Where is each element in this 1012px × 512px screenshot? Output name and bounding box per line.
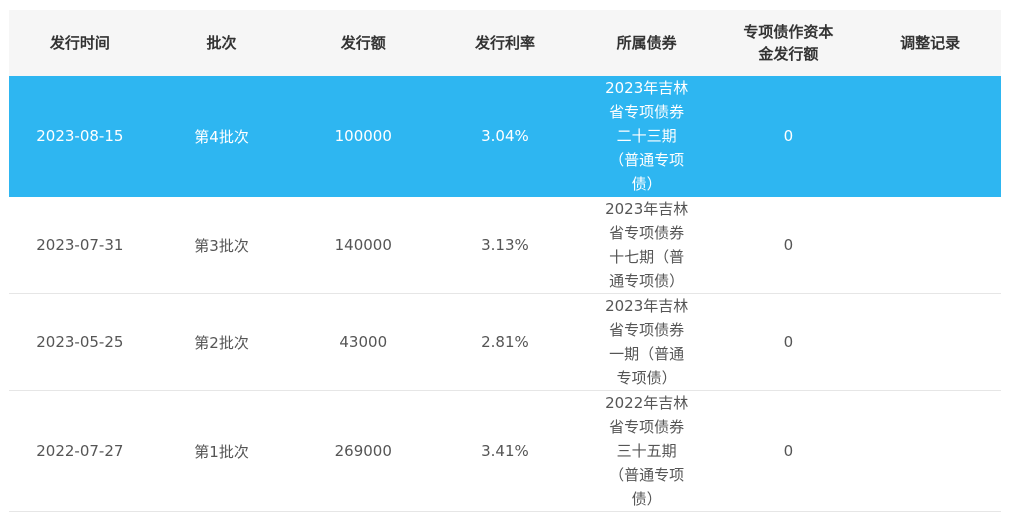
cell-capital-amount: 0: [717, 196, 860, 294]
cell-amount: 43000: [292, 293, 435, 391]
cell-adjust-record: [859, 293, 1001, 391]
bond-name: 2023年吉林省专项债券一期（普通专项债）: [605, 297, 689, 387]
column-header-capital-amount: 专项债作资本金发行额: [717, 10, 860, 76]
bond-name: 2022年吉林省专项债券三十五期（普通专项债）: [605, 394, 689, 508]
table-row[interactable]: 2022-07-27 第1批次 269000 3.41% 2022年吉林省专项债券三十五…: [9, 390, 1001, 512]
column-header-bond: 所属债券: [575, 10, 718, 76]
cell-issue-date: 2023-05-25: [9, 293, 151, 391]
table-row[interactable]: 2023-05-25 第2批次 43000 2.81% 2023年吉林省专项债券一期（普…: [9, 293, 1001, 391]
table-row[interactable]: 2023-08-15 第4批次 100000 3.04% 2023年吉林省专项债券二十三…: [9, 76, 1001, 197]
cell-batch: 第4批次: [150, 76, 293, 197]
cell-bond: 2023年吉林省专项债券一期（普通专项债）: [575, 293, 718, 391]
cell-amount: 269000: [292, 390, 435, 512]
cell-batch: 第2批次: [150, 293, 293, 391]
table-row[interactable]: 2023-07-31 第3批次 140000 3.13% 2023年吉林省专项债券十七期…: [9, 196, 1001, 294]
cell-batch: 第3批次: [150, 196, 293, 294]
cell-issue-date: 2023-07-31: [9, 196, 151, 294]
cell-rate: 2.81%: [434, 293, 576, 391]
column-header-adjust-record: 调整记录: [859, 10, 1001, 76]
bond-issuance-table: 发行时间 批次 发行额 发行利率 所属债券 专项债作资本金发行额 调整记录 20…: [9, 10, 1001, 512]
cell-bond: 2023年吉林省专项债券十七期（普通专项债）: [575, 196, 718, 294]
column-header-amount: 发行额: [292, 10, 435, 76]
column-header-batch: 批次: [150, 10, 293, 76]
bond-name: 2023年吉林省专项债券二十三期（普通专项债）: [605, 79, 689, 193]
cell-issue-date: 2022-07-27: [9, 390, 151, 512]
column-header-issue-date: 发行时间: [9, 10, 151, 76]
table-header-row: 发行时间 批次 发行额 发行利率 所属债券 专项债作资本金发行额 调整记录: [9, 10, 1001, 76]
cell-capital-amount: 0: [717, 76, 860, 197]
column-header-rate: 发行利率: [434, 10, 576, 76]
bond-name: 2023年吉林省专项债券十七期（普通专项债）: [605, 200, 689, 290]
cell-adjust-record: [859, 196, 1001, 294]
cell-rate: 3.41%: [434, 390, 576, 512]
cell-capital-amount: 0: [717, 293, 860, 391]
cell-adjust-record: [859, 76, 1001, 197]
cell-rate: 3.04%: [434, 76, 576, 197]
cell-amount: 140000: [292, 196, 435, 294]
column-header-capital-amount-label: 专项债作资本金发行额: [743, 23, 834, 63]
cell-issue-date: 2023-08-15: [9, 76, 151, 197]
cell-adjust-record: [859, 390, 1001, 512]
cell-batch: 第1批次: [150, 390, 293, 512]
cell-bond: 2023年吉林省专项债券二十三期（普通专项债）: [575, 76, 718, 197]
cell-capital-amount: 0: [717, 390, 860, 512]
cell-amount: 100000: [292, 76, 435, 197]
cell-rate: 3.13%: [434, 196, 576, 294]
cell-bond: 2022年吉林省专项债券三十五期（普通专项债）: [575, 390, 718, 512]
